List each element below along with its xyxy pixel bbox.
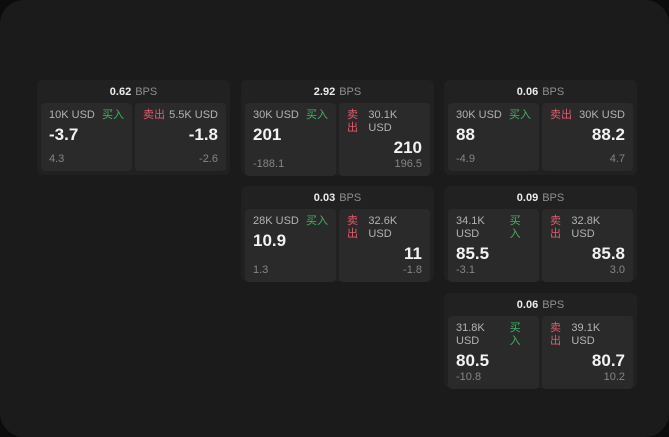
buy-label: 买入 — [102, 109, 124, 121]
buy-label: 买入 — [509, 322, 521, 347]
buy-tile[interactable]: 30K USD 买入 88 -4.9 — [448, 103, 539, 171]
sell-sub-value: 10.2 — [603, 371, 625, 383]
sell-price: 85.8 — [591, 244, 625, 263]
buy-amount: 30K USD — [456, 109, 502, 121]
sell-amount: 32.6K USD — [368, 215, 398, 240]
sell-price: 11 — [404, 244, 422, 263]
quote-tiles: 34.1K USD 买入 85.5 -3.1 卖出 32.8K USD 85.8… — [444, 209, 637, 286]
buy-tile[interactable]: 31.8K USD 买入 80.5 -10.8 — [448, 316, 539, 389]
buy-amount: 30K USD — [253, 109, 299, 121]
buy-amount: 28K USD — [253, 215, 299, 227]
sell-price: 210 — [393, 138, 422, 157]
sell-price: 88.2 — [591, 125, 625, 144]
buy-sub-value: 1.3 — [253, 264, 269, 276]
buy-tile[interactable]: 28K USD 买入 10.9 1.3 — [245, 209, 336, 282]
buy-sub-value: -10.8 — [456, 371, 482, 383]
buy-sub-value: -4.9 — [456, 153, 475, 165]
buy-label: 买入 — [509, 109, 531, 121]
sell-label: 卖出 — [550, 322, 561, 347]
bps-value: 0.06 — [516, 85, 539, 98]
buy-sub-value: -188.1 — [253, 158, 285, 170]
buy-price: 80.5 — [456, 351, 490, 370]
sell-label: 卖出 — [347, 215, 358, 240]
quote-card-6: 0.06 BPS 31.8K USD 买入 80.5 -10.8 卖出 39.1… — [444, 293, 637, 389]
bps-header: 0.09 BPS — [444, 186, 637, 209]
quote-card-3: 0.06 BPS 30K USD 买入 88 -4.9 卖出 30K USD 8… — [444, 80, 637, 175]
bps-header: 2.92 BPS — [241, 80, 434, 103]
buy-price: 10.9 — [253, 231, 287, 250]
bps-header: 0.06 BPS — [444, 80, 637, 103]
sell-label: 卖出 — [550, 109, 572, 121]
buy-label: 买入 — [306, 215, 328, 227]
sell-price: 80.7 — [591, 351, 625, 370]
quote-card-5: 0.09 BPS 34.1K USD 买入 85.5 -3.1 卖出 32.8K… — [444, 186, 637, 282]
bps-value: 2.92 — [313, 85, 336, 98]
buy-price: 88 — [456, 125, 475, 144]
sell-sub-value: -2.6 — [199, 153, 218, 165]
bps-value: 0.09 — [516, 191, 539, 204]
sell-tile[interactable]: 卖出 32.6K USD 11 -1.8 — [339, 209, 430, 282]
sell-tile[interactable]: 卖出 5.5K USD -1.8 -2.6 — [135, 103, 226, 171]
bps-header: 0.06 BPS — [444, 293, 637, 316]
bps-value: 0.03 — [313, 191, 336, 204]
quote-tiles: 10K USD 买入 -3.7 4.3 卖出 5.5K USD -1.8 -2.… — [37, 103, 230, 175]
buy-price: -3.7 — [49, 125, 79, 144]
sell-amount: 30.1K USD — [368, 109, 398, 134]
quote-card-2: 2.92 BPS 30K USD 买入 201 -188.1 卖出 30.1K … — [241, 80, 434, 176]
sell-sub-value: 4.7 — [609, 153, 625, 165]
buy-label: 买入 — [509, 215, 521, 240]
bps-unit-label: BPS — [542, 85, 565, 98]
buy-label: 买入 — [306, 109, 328, 121]
sell-sub-value: -1.8 — [403, 264, 422, 276]
buy-tile[interactable]: 30K USD 买入 201 -188.1 — [245, 103, 336, 176]
quote-tiles: 31.8K USD 买入 80.5 -10.8 卖出 39.1K USD 80.… — [444, 316, 637, 393]
sell-tile[interactable]: 卖出 39.1K USD 80.7 10.2 — [542, 316, 633, 389]
buy-amount: 34.1K USD — [456, 215, 485, 240]
quote-tiles: 30K USD 买入 88 -4.9 卖出 30K USD 88.2 4.7 — [444, 103, 637, 175]
sell-label: 卖出 — [347, 109, 358, 134]
sell-label: 卖出 — [550, 215, 561, 240]
sell-tile[interactable]: 卖出 32.8K USD 85.8 3.0 — [542, 209, 633, 282]
buy-sub-value: 4.3 — [49, 153, 65, 165]
quote-tiles: 28K USD 买入 10.9 1.3 卖出 32.6K USD 11 -1.8 — [241, 209, 434, 286]
bps-header: 0.62 BPS — [37, 80, 230, 103]
sell-amount: 32.8K USD — [571, 215, 601, 240]
bps-header: 0.03 BPS — [241, 186, 434, 209]
quote-tiles: 30K USD 买入 201 -188.1 卖出 30.1K USD 210 1… — [241, 103, 434, 180]
sell-sub-value: 196.5 — [394, 158, 422, 170]
bps-unit-label: BPS — [135, 85, 158, 98]
sell-tile[interactable]: 卖出 30K USD 88.2 4.7 — [542, 103, 633, 171]
bps-unit-label: BPS — [339, 191, 362, 204]
bps-unit-label: BPS — [542, 191, 565, 204]
quote-card-1: 0.62 BPS 10K USD 买入 -3.7 4.3 卖出 5.5K USD… — [37, 80, 230, 175]
quote-card-4: 0.03 BPS 28K USD 买入 10.9 1.3 卖出 32.6K US… — [241, 186, 434, 282]
sell-amount: 39.1K USD — [571, 322, 601, 347]
sell-sub-value: 3.0 — [609, 264, 625, 276]
bps-value: 0.06 — [516, 298, 539, 311]
bps-unit-label: BPS — [542, 298, 565, 311]
buy-tile[interactable]: 10K USD 买入 -3.7 4.3 — [41, 103, 132, 171]
bps-unit-label: BPS — [339, 85, 362, 98]
sell-label: 卖出 — [143, 109, 165, 121]
bps-value: 0.62 — [109, 85, 132, 98]
sell-tile[interactable]: 卖出 30.1K USD 210 196.5 — [339, 103, 430, 176]
buy-amount: 31.8K USD — [456, 322, 485, 347]
buy-sub-value: -3.1 — [456, 264, 475, 276]
buy-tile[interactable]: 34.1K USD 买入 85.5 -3.1 — [448, 209, 539, 282]
sell-amount: 5.5K USD — [169, 109, 218, 121]
buy-price: 201 — [253, 125, 282, 144]
buy-price: 85.5 — [456, 244, 490, 263]
sell-price: -1.8 — [188, 125, 218, 144]
sell-amount: 30K USD — [579, 109, 625, 121]
buy-amount: 10K USD — [49, 109, 95, 121]
